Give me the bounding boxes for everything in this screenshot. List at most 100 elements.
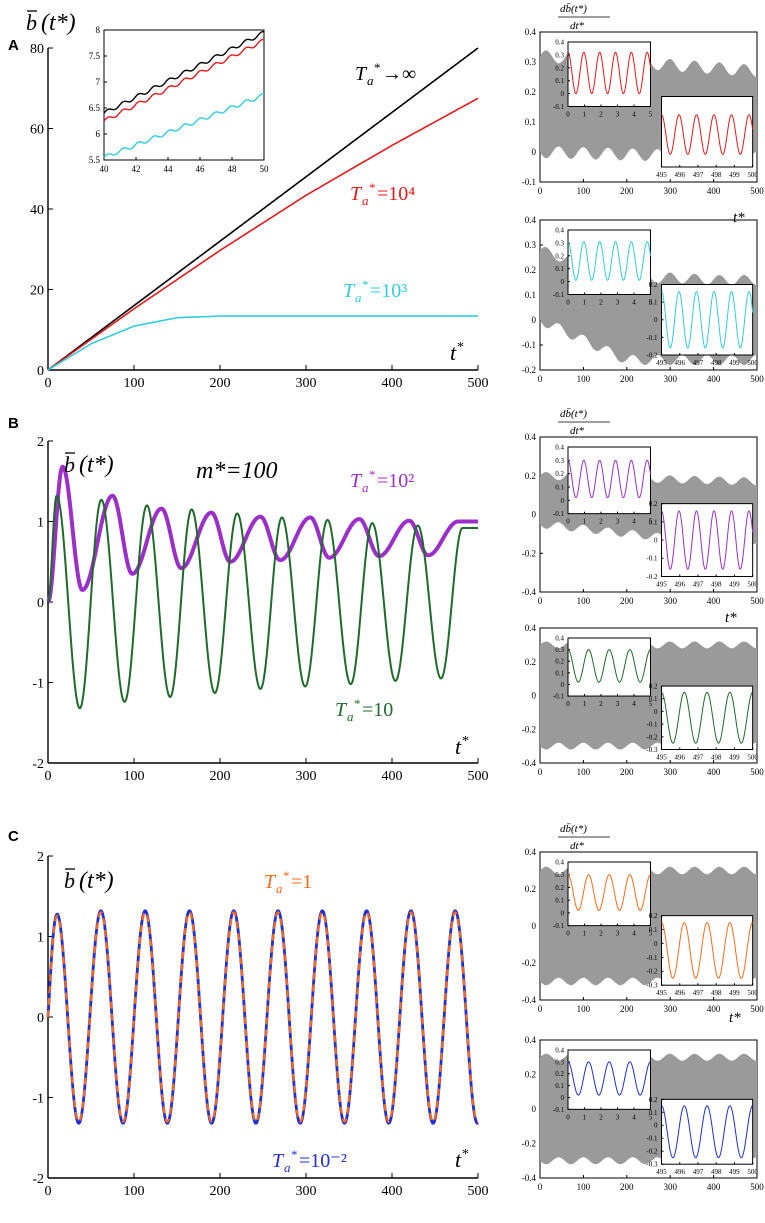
panel-a-label-1e4-a: a	[362, 193, 369, 208]
panel-b-ylabel: b (t*)	[64, 452, 114, 478]
panel-a-axes-ytick-label: 40	[30, 203, 44, 218]
small-a1-inset2-xtick-label: 498	[711, 171, 722, 179]
small-c1-inset1-ytick-label: 0.1	[555, 897, 564, 905]
small-a2-inset2: 495 496 497 498 499 500 -0.2 -0.1 0 0.1 0.2	[646, 281, 758, 367]
small-a1-inset2-xtick-label: 495	[656, 171, 667, 179]
small-b2-ytick-label: 0	[532, 691, 537, 701]
panel-b-axes-ytick-label: 2	[37, 435, 44, 450]
small-a1-inset2-xtick-label: 500	[747, 171, 758, 179]
panel-b-mstar: m*=100	[196, 458, 278, 484]
small-a2-xtick-label: 200	[620, 374, 634, 384]
small-b2-inset2-frame	[661, 685, 754, 750]
small-b1-xtick-label: 300	[663, 596, 677, 606]
small-b2-xtick-label: 200	[620, 767, 634, 777]
small-b1-inset2-xtick-label: 499	[729, 581, 740, 589]
panel-a-inset-bg	[104, 30, 264, 160]
small-b2-inset1-xtick-label: 5	[649, 700, 653, 708]
small-a2-inset1-xtick-label: 0	[566, 299, 570, 307]
panel-a-axes-xtick-label: 100	[124, 376, 145, 391]
small-c1-inset2-ytick-label: -0.3	[646, 982, 658, 990]
small-a1-xtick-label: 400	[707, 186, 721, 196]
panel-c-axes-ytick-label: 0	[37, 1011, 44, 1026]
small-b1-inset1-ytick-label: -0.1	[553, 510, 565, 518]
panel-c-axes-xtick-label: 200	[210, 1184, 231, 1199]
small-b1-inset1-xtick-label: 0	[566, 518, 570, 526]
small-c1-inset1-xtick-label: 4	[632, 930, 636, 938]
small-c1-inset1-xtick-label: 3	[616, 930, 620, 938]
panel-a-inset-frame	[103, 29, 265, 161]
panel-a-inset-line-2	[103, 93, 265, 158]
small-c2-inset2-xtick-label: 497	[693, 1168, 704, 1176]
small-a2-inset2-xtick-label: 495	[656, 359, 667, 367]
small-c2-inset2-ytick-label: -0.3	[646, 1161, 658, 1169]
small-c1-inset2-ytick-label: -0.1	[646, 954, 658, 962]
small-c1-inset1-ytick-label: 0.3	[555, 871, 564, 879]
small-c2-inset2-xtick-label: 495	[656, 1168, 667, 1176]
small-a2-inset2-line	[661, 291, 754, 349]
small-b2-inset2-bg	[661, 686, 753, 750]
small-a2-inset1-ytick-label: -0.1	[553, 291, 565, 299]
panel-a-axes: 0 100 200 300 400 500 0 20 40 60 80	[30, 42, 489, 391]
small-b1-inset2-xtick-label: 498	[711, 581, 722, 589]
small-b2-inset2-ytick-label: -0.1	[646, 721, 658, 729]
small-c2-ytick-label: 0	[532, 1104, 537, 1114]
panel-c-ylabel-b: b	[64, 868, 75, 893]
small-a1-inset1-xtick-label: 2	[599, 111, 603, 119]
small-b1-ytick-label: -0.4	[522, 587, 537, 597]
small-a2-inset1-line	[567, 241, 651, 281]
small-b2-inset1-ytick-label: 0	[561, 681, 565, 689]
panel-a-label-1e3-T: T	[343, 280, 356, 302]
panel-a-inset-ytick-label: 7.5	[89, 51, 101, 61]
small-c2-inset2: 495 496 497 498 499 500 -0.3 -0.2 -0.1 0 0.1 0.2	[646, 1096, 758, 1176]
small-a1-inset1-ytick-label: 0.2	[555, 64, 564, 72]
small-a1-dlabel-den: dt*	[570, 20, 585, 32]
panel-b-line-0	[46, 464, 480, 604]
small-c1-dlabel: db̄(t*) dt*	[558, 823, 610, 852]
small-a1-inset1-xtick-label: 5	[649, 111, 653, 119]
small-b1-ytick-label: -0.2	[522, 548, 536, 558]
small-b1-ytick-label: 0.4	[525, 432, 537, 442]
small-a2-inset1-xtick-label: 5	[649, 299, 653, 307]
panel-c-label-1em2-a: a	[284, 1160, 291, 1175]
small-b1-ytick-label: 0.2	[525, 471, 536, 481]
small-b1-inset2-xtick-label: 500	[747, 581, 758, 589]
panel-c-xlabel: t	[455, 1147, 462, 1172]
small-a2-inset2-xtick-label: 500	[747, 359, 758, 367]
panel-c-axes-xtick-label: 0	[45, 1184, 52, 1199]
small-a1-inset1-ytick-label: 0.4	[555, 38, 564, 46]
small-c2-xtick-label: 500	[750, 1182, 764, 1192]
small-a2-inset2-xtick-label: 496	[674, 359, 685, 367]
small-a2-xtick-label: 400	[707, 374, 721, 384]
small-c1-ytick-label: -0.4	[522, 995, 537, 1005]
panel-b-label-1e2-star: *	[369, 467, 376, 482]
small-b1-xtick-label: 400	[707, 596, 721, 606]
small-c2-inset2-ytick-label: 0.1	[649, 1109, 658, 1117]
small-c1-inset2: 495 496 497 498 499 500 -0.3 -0.2 -0.1 0 0.1 0.2	[646, 912, 758, 997]
panel-b-axes-xtick-label: 500	[468, 769, 489, 784]
small-c1-xtick-label: 200	[620, 1004, 634, 1014]
small-b2-inset2-xtick-label: 498	[711, 754, 722, 762]
panel-a-axes-ytick-label: 60	[30, 122, 44, 137]
panel-a-xlabel-star: *	[457, 340, 464, 355]
panel-b-letter: B	[8, 415, 19, 432]
small-c2-xtick-label: 400	[707, 1182, 721, 1192]
small-b1-dlabel-den: dt*	[570, 425, 585, 437]
small-a2-inset1-ytick-label: 0.1	[555, 265, 564, 273]
small-c2-inset1-bg	[568, 1050, 651, 1110]
small-a1-inset2: 495 496 497 498 499 500	[656, 96, 758, 179]
small-a1-xtick-label: 100	[577, 186, 591, 196]
panel-c-label-1-star: *	[283, 868, 290, 883]
small-a2-ytick-label: -0.1	[522, 340, 536, 350]
panel-a-label-1e3-a: a	[355, 290, 362, 305]
panel-a-axes-ytick-label: 20	[30, 283, 44, 298]
panel-c-axes-xtick-label: 100	[124, 1184, 145, 1199]
small-a1-inset1-xtick-label: 4	[632, 111, 636, 119]
small-b-tstar: t*	[725, 610, 737, 626]
small-b1-inset1-ytick-label: 0	[561, 497, 565, 505]
small-a1-inset1-ytick-label: 0.1	[555, 77, 564, 85]
small-c2-inset2-ytick-label: -0.1	[646, 1135, 658, 1143]
panel-a-inset-line-0	[103, 30, 265, 114]
small-a1-ytick-label: 0.4	[525, 27, 537, 37]
